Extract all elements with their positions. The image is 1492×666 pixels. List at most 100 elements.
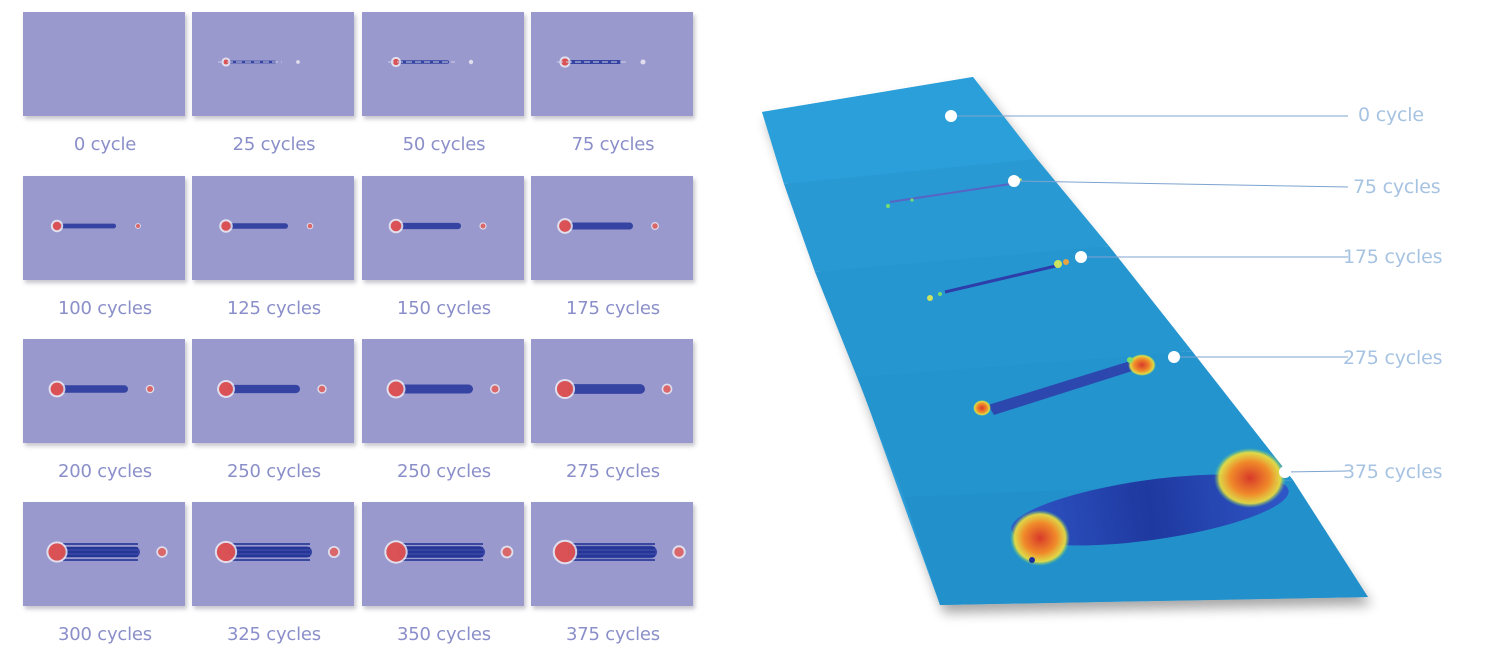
damage-halo — [296, 60, 300, 64]
delamination-bar — [567, 384, 645, 394]
cscan-image — [362, 176, 524, 280]
damage-spot — [390, 220, 402, 232]
cscan-image — [23, 176, 185, 280]
right-label-3: 275 cycles — [1343, 347, 1443, 369]
damage-map — [384, 540, 514, 564]
tile-15: 375 cycles — [531, 502, 695, 645]
damage-spot — [559, 220, 571, 232]
tile-8: 200 cycles — [23, 339, 187, 482]
damage-375 — [1010, 448, 1289, 566]
damage-spot — [674, 547, 684, 557]
delamination-streak — [571, 543, 655, 545]
cscan-image — [531, 339, 693, 443]
damage-spot — [329, 547, 339, 557]
tile-caption: 250 cycles — [227, 461, 321, 482]
tile-caption: 150 cycles — [397, 298, 491, 319]
right-panel-perspective: 0 cycle 75 cycles 175 cycles 275 cycles … — [740, 60, 1492, 666]
damage-spot — [491, 385, 499, 393]
damage-map — [388, 218, 487, 234]
leader-dot — [1008, 175, 1020, 187]
tile-caption: 375 cycles — [566, 624, 660, 645]
damage-map — [552, 539, 686, 565]
damage-map — [219, 219, 314, 233]
tile-caption: 250 cycles — [397, 461, 491, 482]
tile-6: 150 cycles — [362, 176, 526, 319]
tile-10: 250 cycles — [362, 339, 526, 482]
damage-spot — [480, 223, 486, 229]
leader-line — [1013, 180, 1349, 188]
damage-spot — [307, 223, 313, 229]
damage-map — [48, 380, 155, 398]
delamination-streak — [402, 555, 483, 557]
damage-map — [50, 219, 141, 233]
tile-caption: 325 cycles — [227, 624, 321, 645]
damage-map — [46, 541, 168, 563]
cscan-image — [362, 502, 524, 606]
damage-map — [557, 56, 646, 68]
delamination-streak — [402, 543, 483, 545]
cscan-image — [362, 12, 524, 116]
right-label-1: 75 cycles — [1353, 176, 1441, 198]
damage-map — [217, 380, 327, 398]
delamination-streak — [63, 555, 138, 557]
tile-4: 100 cycles — [23, 176, 187, 319]
tile-caption: 350 cycles — [397, 624, 491, 645]
damage-spot — [221, 221, 231, 231]
cscan-image — [531, 12, 693, 116]
tile-caption: 200 cycles — [58, 461, 152, 482]
section-band — [784, 159, 1109, 272]
damage-spot — [216, 542, 236, 562]
damage-spot — [147, 386, 153, 392]
tile-caption: 125 cycles — [227, 298, 321, 319]
tile-caption: 50 cycles — [402, 134, 486, 155]
damage-275 — [973, 354, 1156, 416]
leader-lines — [945, 110, 1349, 478]
right-label-0: 0 cycle — [1358, 104, 1424, 126]
cscan-image — [23, 12, 185, 116]
delamination-bar — [567, 222, 633, 230]
damage-halo — [468, 59, 474, 65]
leader-dot — [1075, 251, 1087, 263]
delamination-streak — [571, 547, 655, 549]
tile-14: 350 cycles — [362, 502, 526, 645]
tile-caption: 75 cycles — [571, 134, 655, 155]
delamination-streak — [63, 543, 138, 545]
damage-spot — [318, 385, 326, 393]
delamination-streak — [63, 551, 138, 553]
cscan-image — [23, 502, 185, 606]
tile-caption: 100 cycles — [58, 298, 152, 319]
left-panel-grid: 0 cycle 25 cycles 50 cycles 75 cycles 10… — [0, 0, 700, 666]
damage-spot — [136, 224, 140, 228]
section-band — [815, 246, 1192, 377]
damage-spot — [556, 380, 574, 398]
damage-spot — [52, 221, 62, 231]
delamination-streak — [571, 555, 655, 557]
damage-spot — [50, 382, 64, 396]
damage-map — [214, 540, 341, 564]
tile-3: 75 cycles — [531, 12, 695, 155]
section-band — [762, 77, 1037, 184]
damage-spot — [392, 58, 400, 66]
delamination-bar — [228, 223, 288, 229]
delamination-streak — [402, 547, 483, 549]
cscan-image — [192, 339, 354, 443]
delamination-streak — [63, 547, 138, 549]
damage-spot — [219, 382, 233, 396]
damage-map — [554, 378, 673, 400]
damage-175 — [927, 259, 1069, 301]
leader-dot — [1279, 466, 1291, 478]
leader-dot — [945, 110, 957, 122]
cscan-image — [531, 502, 693, 606]
delamination-streak — [571, 551, 655, 553]
right-label-2: 175 cycles — [1343, 246, 1443, 268]
delamination-streak — [571, 559, 655, 561]
delamination-streak — [232, 547, 310, 549]
leader-dot — [1168, 351, 1180, 363]
damage-map — [386, 379, 500, 399]
delamination-streak — [232, 555, 310, 557]
damage-spot — [158, 548, 166, 556]
delamination-bar — [59, 385, 128, 393]
cscan-image — [531, 176, 693, 280]
cscan-image — [192, 12, 354, 116]
tile-9: 250 cycles — [192, 339, 356, 482]
